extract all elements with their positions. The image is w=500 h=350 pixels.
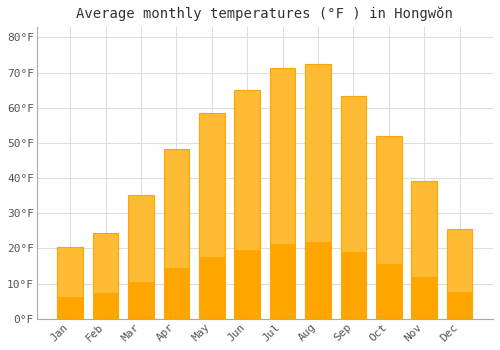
Bar — [340, 252, 366, 319]
Title: Average monthly temperatures (°F ) in Hongwŏn: Average monthly temperatures (°F ) in Ho… — [76, 7, 454, 21]
Bar — [164, 268, 189, 319]
Bar — [164, 149, 189, 319]
Bar — [305, 64, 330, 319]
Bar — [58, 298, 83, 319]
Bar — [199, 257, 224, 319]
Bar — [447, 229, 472, 319]
Bar — [270, 68, 295, 319]
Bar — [128, 195, 154, 319]
Bar — [376, 136, 402, 319]
Bar — [128, 282, 154, 319]
Bar — [234, 90, 260, 319]
Bar — [305, 242, 330, 319]
Bar — [93, 293, 118, 319]
Bar — [93, 233, 118, 319]
Bar — [412, 278, 437, 319]
Bar — [270, 244, 295, 319]
Bar — [376, 264, 402, 319]
Bar — [447, 292, 472, 319]
Bar — [234, 250, 260, 319]
Bar — [340, 96, 366, 319]
Bar — [199, 113, 224, 319]
Bar — [412, 181, 437, 319]
Bar — [58, 247, 83, 319]
